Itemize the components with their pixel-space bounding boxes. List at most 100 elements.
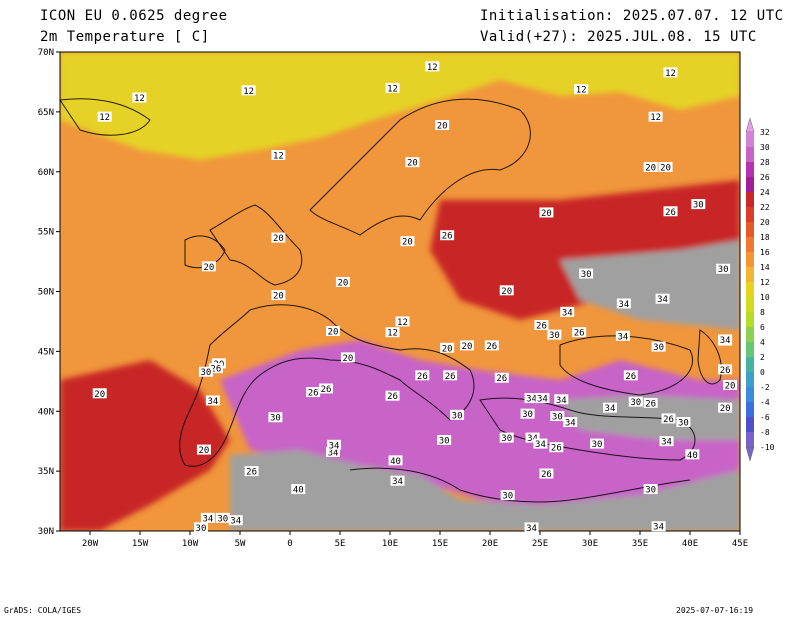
svg-text:30: 30 bbox=[693, 201, 704, 211]
colorbar-label: -10 bbox=[760, 443, 775, 452]
colorbar-swatch bbox=[746, 207, 754, 222]
lon-tick-label: 15W bbox=[132, 539, 149, 549]
coastlines bbox=[60, 98, 722, 503]
lat-tick-label: 50N bbox=[38, 288, 54, 298]
contour-label: 12 bbox=[425, 61, 440, 73]
svg-text:12: 12 bbox=[387, 84, 398, 94]
svg-text:34: 34 bbox=[207, 397, 218, 407]
colorbar-label: -8 bbox=[760, 428, 770, 437]
svg-text:34: 34 bbox=[230, 517, 241, 527]
contour-label: 20 bbox=[435, 120, 450, 132]
contour-label: 34 bbox=[655, 293, 670, 305]
svg-text:12: 12 bbox=[665, 69, 676, 79]
colorbar-label: 22 bbox=[760, 203, 770, 212]
colorbar-swatch bbox=[746, 192, 754, 207]
svg-text:26: 26 bbox=[246, 468, 257, 478]
svg-text:12: 12 bbox=[397, 318, 408, 328]
svg-text:30: 30 bbox=[196, 524, 207, 534]
svg-text:34: 34 bbox=[661, 438, 672, 448]
colorbar-label: 8 bbox=[760, 308, 765, 317]
lon-tick-label: 40E bbox=[682, 539, 698, 549]
lon-tick-label: 10E bbox=[382, 539, 398, 549]
footer-timestamp: 2025-07-07-16:19 bbox=[676, 606, 754, 615]
colorbar-swatch bbox=[746, 162, 754, 177]
colorbar-label: 2 bbox=[760, 353, 765, 362]
svg-text:26: 26 bbox=[442, 232, 453, 242]
colorbar-swatch bbox=[746, 327, 754, 342]
iberia-hot-field bbox=[60, 360, 230, 531]
colorbar-bottom-arrow bbox=[745, 446, 755, 462]
colorbar-label: -6 bbox=[760, 413, 770, 422]
contour-label: 30 bbox=[215, 512, 230, 524]
contour-label: 20 bbox=[539, 207, 554, 219]
svg-text:34: 34 bbox=[329, 441, 340, 451]
svg-text:20: 20 bbox=[660, 163, 671, 173]
svg-text:34: 34 bbox=[605, 404, 616, 414]
north-africa-field bbox=[230, 450, 740, 531]
svg-text:30: 30 bbox=[678, 419, 689, 429]
colorbar-label: 18 bbox=[760, 233, 770, 242]
contour-label: 20 bbox=[400, 236, 415, 248]
colorbar-label: -2 bbox=[760, 383, 770, 392]
colorbar-label: 28 bbox=[760, 158, 770, 167]
contour-label: 30 bbox=[651, 341, 666, 353]
svg-text:20: 20 bbox=[437, 122, 448, 132]
svg-text:30: 30 bbox=[522, 410, 533, 420]
svg-text:12: 12 bbox=[273, 151, 284, 161]
contour-label: 26 bbox=[244, 466, 259, 478]
svg-text:20: 20 bbox=[342, 354, 353, 364]
svg-text:34: 34 bbox=[535, 440, 546, 450]
svg-text:34: 34 bbox=[653, 523, 664, 533]
svg-text:26: 26 bbox=[720, 366, 731, 376]
contour-label: 20 bbox=[325, 326, 340, 338]
colorbar-label: 26 bbox=[760, 173, 770, 182]
contour-label: 34 bbox=[718, 334, 733, 346]
svg-text:34: 34 bbox=[565, 419, 576, 429]
lat-tick-label: 35N bbox=[38, 467, 54, 477]
svg-text:20: 20 bbox=[645, 163, 656, 173]
colorbar-label: 20 bbox=[760, 218, 770, 227]
lon-tick-label: 45E bbox=[732, 539, 748, 549]
contour-label: 26 bbox=[643, 397, 658, 409]
contour-label: 40 bbox=[685, 449, 700, 461]
contour-label: 20 bbox=[335, 276, 350, 288]
svg-text:26: 26 bbox=[445, 372, 456, 382]
contour-label: 34 bbox=[390, 475, 405, 487]
svg-text:20: 20 bbox=[407, 159, 418, 169]
contour-label: 20 bbox=[440, 342, 455, 354]
svg-text:30: 30 bbox=[501, 434, 512, 444]
svg-text:34: 34 bbox=[202, 514, 213, 524]
contour-label: 20 bbox=[271, 232, 286, 244]
contour-label: 34 bbox=[560, 306, 575, 318]
svg-text:12: 12 bbox=[243, 87, 254, 97]
svg-text:20: 20 bbox=[273, 292, 284, 302]
contour-label: 34 bbox=[616, 298, 631, 310]
svg-text:34: 34 bbox=[657, 295, 668, 305]
svg-text:34: 34 bbox=[527, 434, 538, 444]
colorbar-label: 6 bbox=[760, 323, 765, 332]
svg-text:26: 26 bbox=[417, 372, 428, 382]
contour-label: 20 bbox=[340, 352, 355, 364]
contour-label: 12 bbox=[385, 327, 400, 339]
contour-label: 30 bbox=[550, 411, 565, 423]
svg-text:26: 26 bbox=[486, 342, 497, 352]
colorbar-label: 10 bbox=[760, 293, 770, 302]
contour-label: 26 bbox=[661, 413, 676, 425]
svg-text:30: 30 bbox=[270, 414, 281, 424]
svg-text:30: 30 bbox=[552, 413, 563, 423]
colorbar-swatch bbox=[746, 147, 754, 162]
svg-text:12: 12 bbox=[387, 329, 398, 339]
colorbar-swatch bbox=[746, 387, 754, 402]
svg-text:26: 26 bbox=[574, 329, 585, 339]
svg-text:30: 30 bbox=[439, 436, 450, 446]
contour-label: 26 bbox=[623, 370, 638, 382]
contour-label: 20 bbox=[643, 161, 658, 173]
contour-label: 20 bbox=[92, 388, 107, 400]
arctic-cool-field bbox=[60, 52, 740, 160]
colorbar-swatch bbox=[746, 132, 754, 147]
lat-tick-label: 60N bbox=[38, 168, 54, 178]
contour-label: 34 bbox=[615, 330, 630, 342]
svg-text:26: 26 bbox=[551, 444, 562, 454]
contour-label: 34 bbox=[205, 395, 220, 407]
